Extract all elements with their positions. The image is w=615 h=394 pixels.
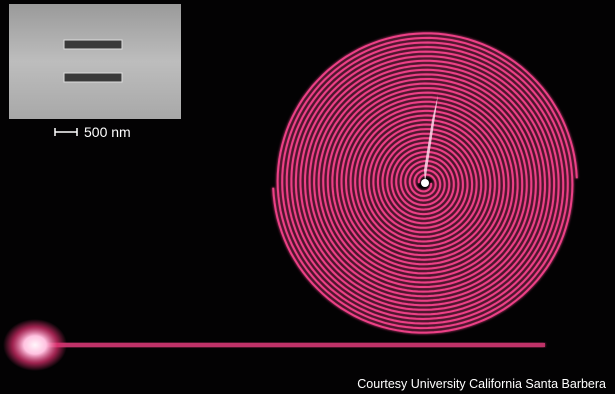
inset-bar xyxy=(64,40,122,49)
straight-waveguide xyxy=(45,343,545,347)
page: 500 nm Courtesy University California Sa… xyxy=(0,0,615,394)
credit: Courtesy University California Santa Bar… xyxy=(357,377,606,391)
spiral-center xyxy=(421,179,429,187)
scale-label: 500 nm xyxy=(84,124,131,140)
input-spot xyxy=(3,319,67,371)
photo: 500 nm Courtesy University California Sa… xyxy=(0,0,615,394)
inset-bar xyxy=(64,73,122,82)
inset-image xyxy=(9,4,181,119)
